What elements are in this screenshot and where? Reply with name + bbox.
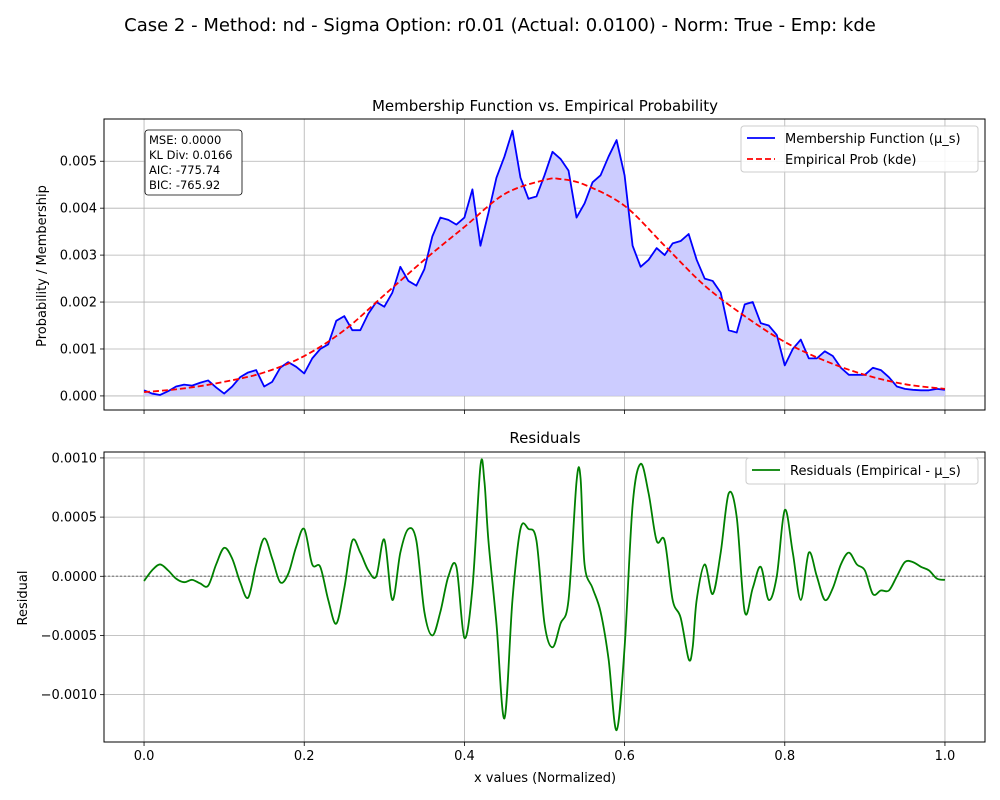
residuals-y-tick-label: 0.0000 (52, 570, 98, 585)
membership-y-tick-label: 0.003 (60, 249, 97, 264)
residuals-legend: Residuals (Empirical - μ_s) (745, 457, 979, 485)
membership-axes-title: Membership Function vs. Empirical Probab… (372, 97, 718, 115)
residuals-x-axis-label: x values (Normalized) (474, 771, 616, 786)
residuals-x-tick-label: 0.0 (134, 749, 155, 764)
membership-plot-area (143, 129, 946, 396)
residuals-y-axis-label: Residual (16, 571, 31, 626)
legend-membership-label: Membership Function (μ_s) (785, 132, 961, 147)
residuals-x-tick-label: 0.2 (294, 749, 315, 764)
residuals-y-tick-label: 0.0005 (52, 511, 98, 526)
residuals-axes-title: Residuals (509, 429, 580, 447)
stats-box: MSE: 0.0000 KL Div: 0.0166 AIC: -775.74 … (144, 129, 243, 196)
membership-axes-frame (103, 118, 986, 411)
legend-empirical-label: Empirical Prob (kde) (785, 153, 917, 168)
membership-y-tick-label: 0.002 (60, 296, 97, 311)
membership-function-line (143, 129, 946, 396)
stats-kl-div: KL Div: 0.0166 (149, 148, 233, 162)
legend-residuals-label: Residuals (Empirical - μ_s) (790, 464, 961, 479)
stats-box-frame (144, 129, 243, 196)
membership-legend: Membership Function (μ_s) Empirical Prob… (740, 125, 979, 173)
figure-suptitle: Case 2 - Method: nd - Sigma Option: r0.0… (124, 15, 876, 36)
stats-bic: BIC: -765.92 (149, 178, 220, 192)
membership-y-tick-label: 0.001 (60, 342, 97, 357)
empirical-prob-line (143, 177, 946, 394)
residuals-x-tick-label: 0.4 (454, 749, 475, 764)
residuals-plot-area (104, 458, 985, 732)
membership-y-tick-label: 0.004 (60, 202, 97, 217)
membership-legend-frame (740, 125, 979, 173)
stats-aic: AIC: -775.74 (149, 163, 220, 177)
residuals-y-tick-label: 0.0010 (52, 451, 98, 466)
residuals-line (143, 458, 946, 732)
residuals-axes: Residuals Residual x values (Normalized)… (16, 429, 986, 786)
residuals-x-tick-label: 0.6 (614, 749, 635, 764)
residuals-x-tick-label: 1.0 (935, 749, 956, 764)
residuals-y-tick-label: −0.0010 (41, 688, 97, 703)
residuals-axes-frame (103, 451, 986, 743)
residuals-legend-frame (745, 457, 979, 485)
membership-ticks: 0.000 0.001 0.002 0.003 0.004 0.005 (60, 155, 946, 414)
residuals-x-tick-label: 0.8 (774, 749, 795, 764)
membership-y-tick-label: 0.005 (60, 155, 97, 170)
residuals-y-tick-label: −0.0005 (41, 629, 97, 644)
residuals-grid (104, 452, 985, 742)
membership-y-axis-label: Probability / Membership (35, 185, 50, 347)
stats-mse: MSE: 0.0000 (149, 133, 221, 147)
membership-fill-area (144, 130, 945, 396)
membership-y-tick-label: 0.000 (60, 389, 97, 404)
residuals-ticks: 0.0 0.2 0.4 0.6 0.8 1.0 −0.0010 −0.0005 0.0000 0.… (41, 451, 956, 764)
membership-axes: Membership Function vs. Empirical Probab… (35, 97, 986, 414)
